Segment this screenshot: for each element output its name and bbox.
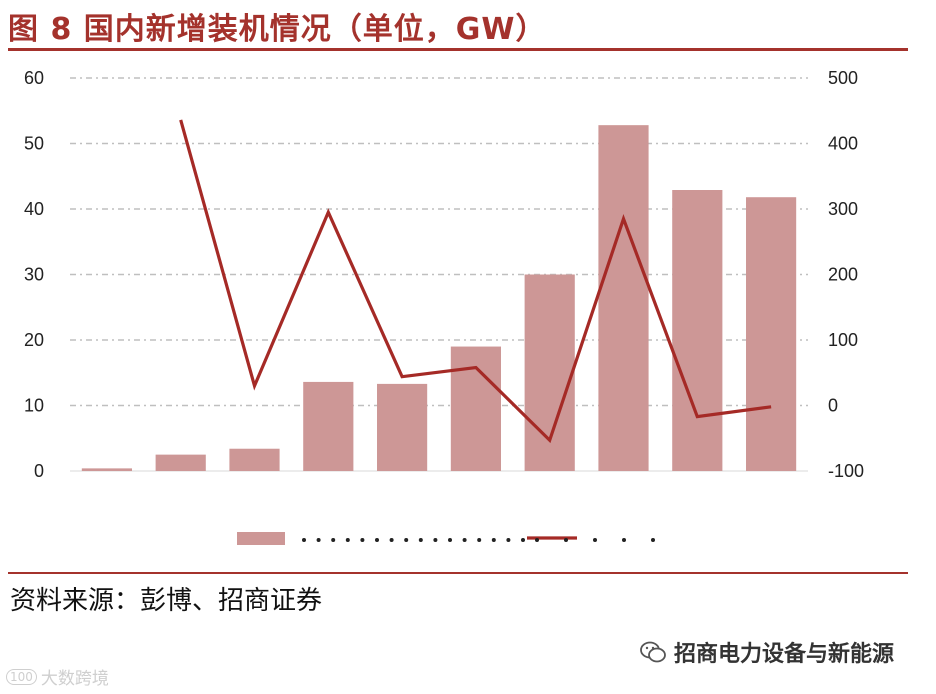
bar — [155, 454, 206, 471]
legend-dot — [651, 538, 655, 542]
legend-dot — [345, 538, 350, 542]
y2-tick-label: 300 — [828, 199, 858, 219]
right-axis-ticks: -100 0 100 200 300 400 500 — [828, 68, 864, 481]
bar — [303, 381, 354, 471]
y-tick-label: 20 — [24, 330, 44, 350]
bar — [672, 190, 723, 471]
chart-legend — [237, 532, 655, 545]
bar — [746, 197, 797, 471]
figure-title: 图 8 国内新增装机情况（单位，GW） — [8, 12, 547, 47]
legend-dot — [622, 538, 626, 542]
title-divider — [8, 48, 908, 51]
legend-dot — [506, 538, 511, 542]
wechat-icon — [640, 641, 666, 663]
chart: 0 10 20 30 40 50 60 -100 0 100 200 300 400 500 — [24, 68, 864, 545]
y-tick-label: 0 — [34, 461, 44, 481]
legend-dot — [418, 538, 423, 542]
y-tick-label: 30 — [24, 265, 44, 285]
bar — [377, 383, 428, 471]
legend-dot — [462, 538, 467, 542]
legend-dot — [375, 538, 379, 542]
legend-dot — [535, 538, 539, 542]
legend-dot — [433, 538, 438, 542]
y2-tick-label: -100 — [828, 461, 864, 481]
source-note: 资料来源：彭博、招商证券 — [10, 586, 323, 616]
legend-dot — [316, 538, 321, 542]
corner-watermark-text: 大数跨境 — [40, 669, 109, 689]
y2-tick-label: 100 — [828, 330, 858, 350]
left-axis-ticks: 0 10 20 30 40 50 60 — [24, 68, 44, 481]
wechat-watermark: 招商电力设备与新能源 — [640, 636, 894, 668]
y-tick-label: 40 — [24, 199, 44, 219]
legend-dot — [389, 538, 394, 542]
y2-tick-label: 500 — [828, 68, 858, 88]
corner-logo-icon: 100 — [6, 668, 37, 685]
y-tick-label: 50 — [24, 134, 44, 154]
chart-bottom-divider — [8, 572, 908, 574]
legend-dot — [477, 538, 482, 542]
legend-dot — [360, 538, 365, 542]
y2-tick-label: 200 — [828, 265, 858, 285]
bar — [81, 468, 132, 471]
legend-dot — [491, 538, 496, 542]
y2-tick-label: 400 — [828, 134, 858, 154]
corner-watermark: 100 大数跨境 — [6, 664, 109, 689]
legend-dot — [564, 538, 568, 542]
legend-dot — [404, 538, 409, 542]
bar — [450, 346, 501, 471]
legend-dot — [331, 538, 336, 542]
chart-gridlines — [70, 77, 808, 472]
legend-dot — [448, 538, 452, 542]
y2-tick-label: 0 — [828, 396, 838, 416]
legend-dot — [593, 538, 597, 542]
bar — [598, 125, 649, 471]
bar — [229, 448, 280, 471]
legend-dot — [521, 538, 525, 542]
y-tick-label: 10 — [24, 396, 44, 416]
legend-bar-swatch — [237, 532, 285, 545]
wechat-account-name: 招商电力设备与新能源 — [674, 642, 895, 667]
chart-bars — [81, 125, 797, 471]
chart-line — [179, 119, 772, 444]
legend-dot — [302, 538, 306, 542]
y-tick-label: 60 — [24, 68, 44, 88]
